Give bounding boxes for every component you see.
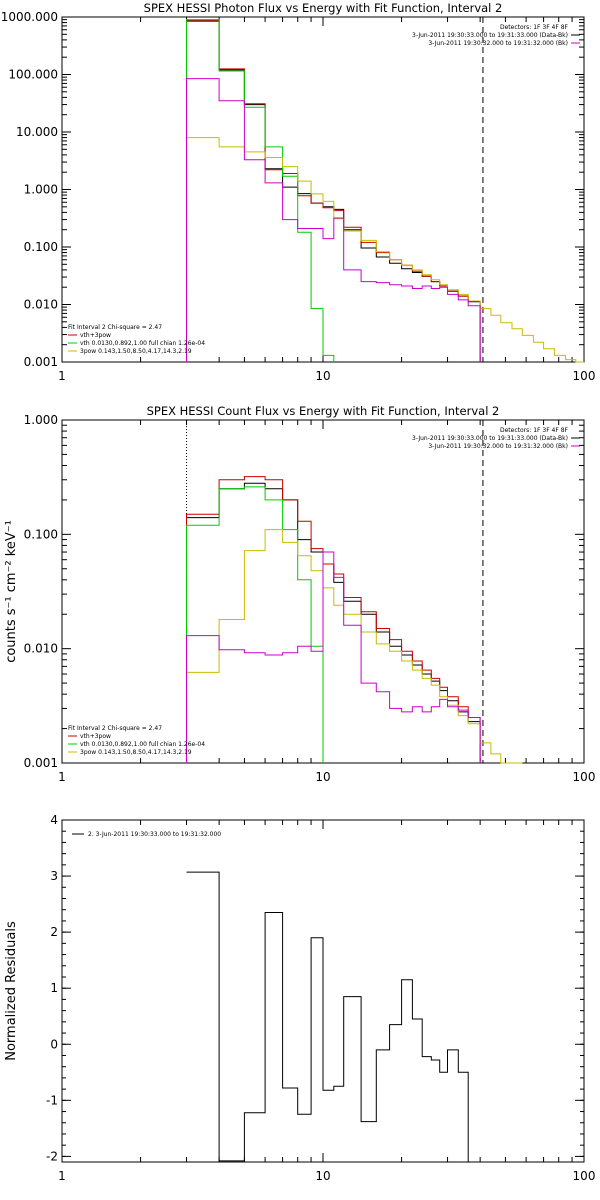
x-tick-label: 100 xyxy=(573,369,596,383)
series-3pow xyxy=(186,137,584,363)
y-tick-label: 0 xyxy=(50,1037,58,1051)
x-tick-label: 100 xyxy=(573,770,596,784)
count-flux-panel: SPEX HESSI Count Flux vs Energy with Fit… xyxy=(4,404,595,784)
x-tick-label: 10 xyxy=(315,770,330,784)
legend-top-line: 3-Jun-2011 19:30:33.000 to 19:31:33.000 … xyxy=(412,435,568,442)
y-tick-label: 0.001 xyxy=(24,756,58,770)
series-vth xyxy=(186,486,324,763)
y-axis-label: Normalized Residuals xyxy=(4,921,19,1061)
x-tick-label: 10 xyxy=(315,1169,330,1183)
x-tick-label: 1 xyxy=(58,770,66,784)
y-tick-label: 0.010 xyxy=(24,642,58,656)
y-tick-label: 100.000 xyxy=(8,68,58,82)
legend-bottom-line: Fit Interval 2 Chi-square = 2.47 xyxy=(68,324,162,331)
series-Bk xyxy=(186,551,481,763)
y-tick-label: 4 xyxy=(50,813,58,827)
series-Bk xyxy=(186,78,481,362)
x-tick-label: 1 xyxy=(58,369,66,383)
legend-bottom-line: vth+3pow xyxy=(80,733,111,740)
y-tick-label: 1 xyxy=(50,981,58,995)
y-tick-label: 1.000 xyxy=(24,413,58,427)
legend-top-line: 3-Jun-2011 19:30:33.000 to 19:31:33.000 … xyxy=(412,32,568,39)
series-vth+3pow xyxy=(186,19,481,362)
legend-bottom-line: vth 0.0130,0.892,1.00 full chian 1.26e-0… xyxy=(80,741,205,748)
series-Data-Bk xyxy=(186,482,481,763)
x-tick-label: 10 xyxy=(315,369,330,383)
series-Data-Bk xyxy=(186,20,481,362)
legend-bottom-line: 3pow 0.143,1.50,8.50,4.17,14.3,2.19 xyxy=(80,749,192,756)
legend-bottom-line: Fit Interval 2 Chi-square = 2.47 xyxy=(68,725,162,732)
series-3pow xyxy=(186,529,523,764)
series-vth+3pow xyxy=(186,476,481,763)
y-tick-label: 0.100 xyxy=(24,240,58,254)
y-tick-label: -2 xyxy=(46,1149,58,1163)
x-tick-label: 1 xyxy=(58,1169,66,1183)
legend-bottom-line: vth+3pow xyxy=(80,332,111,339)
y-tick-label: -1 xyxy=(46,1093,58,1107)
x-tick-label: 100 xyxy=(573,1169,596,1183)
y-tick-label: 1.000 xyxy=(24,183,58,197)
legend-top-line: 2. 3-Jun-2011 19:30:33.000 to 19:31:32.0… xyxy=(88,831,221,838)
legend-top-line: Detectors: 1F 3F 4F 8F xyxy=(500,24,569,31)
y-tick-label: 0.010 xyxy=(24,298,58,312)
photon-flux-panel: SPEX HESSI Photon Flux vs Energy with Fi… xyxy=(1,1,596,383)
series-vth xyxy=(186,19,335,362)
y-tick-label: 1000.000 xyxy=(1,10,58,24)
chart-title: SPEX HESSI Photon Flux vs Energy with Fi… xyxy=(144,1,503,15)
legend-top-line: 3-Jun-2011 19:30:32.000 to 19:31:32.000 … xyxy=(428,443,568,450)
y-tick-label: 0.100 xyxy=(24,527,58,541)
y-axis-label: counts s⁻¹ cm⁻² keV⁻¹ xyxy=(4,520,19,663)
y-tick-label: 2 xyxy=(50,925,58,939)
legend-bottom-line: vth 0.0130,0.892,1.00 full chian 1.26e-0… xyxy=(80,340,205,347)
y-tick-label: 0.001 xyxy=(24,355,58,369)
legend-bottom-line: 3pow 0.143,1.50,8.50,4.17,14.3,2.19 xyxy=(80,348,192,355)
legend-top-line: Detectors: 1F 3F 4F 8F xyxy=(500,427,569,434)
legend-top-line: 3-Jun-2011 19:30:32.000 to 19:31:32.000 … xyxy=(428,40,568,47)
y-tick-label: 10.000 xyxy=(16,125,58,139)
chart-title: SPEX HESSI Count Flux vs Energy with Fit… xyxy=(147,404,500,418)
series-residuals xyxy=(186,871,481,1163)
y-tick-label: 3 xyxy=(50,869,58,883)
